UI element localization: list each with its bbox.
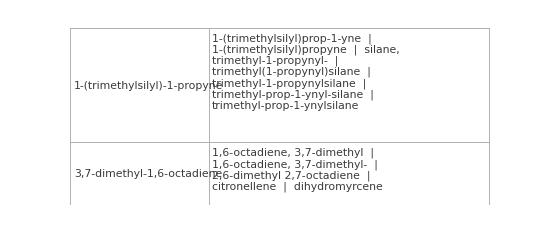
Text: 2,6-dimethyl 2,7-octadiene  |: 2,6-dimethyl 2,7-octadiene |	[212, 170, 371, 180]
Text: trimethyl-prop-1-ynylsilane: trimethyl-prop-1-ynylsilane	[212, 100, 359, 110]
Text: trimethyl-1-propynylsilane  |: trimethyl-1-propynylsilane |	[212, 78, 366, 88]
Text: 1-(trimethylsilyl)prop-1-yne  |: 1-(trimethylsilyl)prop-1-yne |	[212, 33, 372, 43]
Text: trimethyl-prop-1-ynyl-silane  |: trimethyl-prop-1-ynyl-silane |	[212, 89, 374, 100]
Text: 1,6-octadiene, 3,7-dimethyl-  |: 1,6-octadiene, 3,7-dimethyl- |	[212, 158, 378, 169]
Text: trimethyl-1-propynyl-  |: trimethyl-1-propynyl- |	[212, 55, 339, 66]
Text: 1,6-octadiene, 3,7-dimethyl  |: 1,6-octadiene, 3,7-dimethyl |	[212, 147, 374, 158]
Text: 3,7-dimethyl-1,6-octadiene: 3,7-dimethyl-1,6-octadiene	[74, 169, 222, 179]
Text: 1-(trimethylsilyl)-1-propyne: 1-(trimethylsilyl)-1-propyne	[74, 81, 223, 91]
Text: 1-(trimethylsilyl)propyne  |  silane,: 1-(trimethylsilyl)propyne | silane,	[212, 44, 400, 55]
Text: citronellene  |  dihydromyrcene: citronellene | dihydromyrcene	[212, 181, 383, 191]
Text: trimethyl(1-propynyl)silane  |: trimethyl(1-propynyl)silane |	[212, 67, 371, 77]
